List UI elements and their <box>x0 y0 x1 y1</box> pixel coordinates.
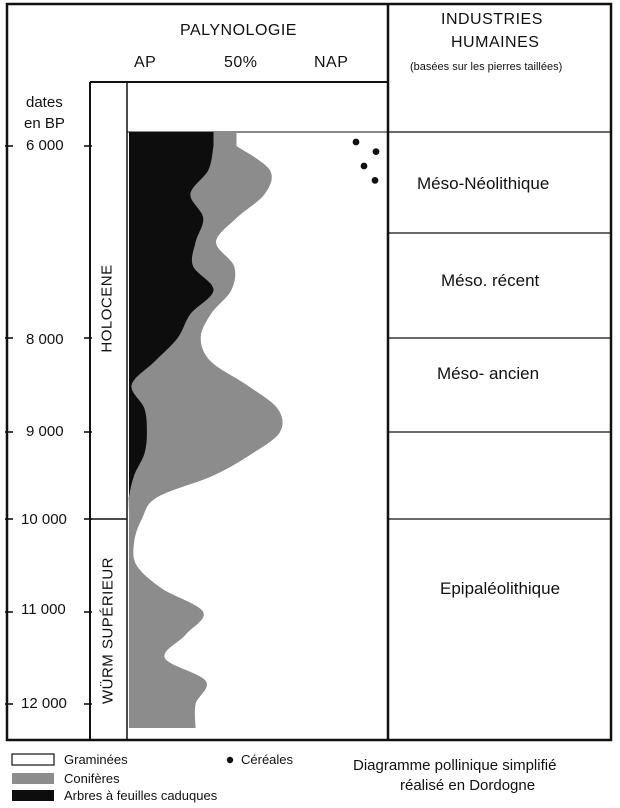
caption-line2: réalisé en Dordogne <box>400 777 536 794</box>
nap-label: NAP <box>314 54 349 71</box>
outer-frame <box>5 2 613 742</box>
tick-label-6000: 6 000 <box>26 137 64 154</box>
legend-swatch-arbres <box>12 790 54 801</box>
area-arbres <box>128 132 214 728</box>
period-wurm: WÜRM SUPÉRIEUR <box>99 557 117 705</box>
industry-meso-neolithique: Méso-Néolithique <box>417 174 550 193</box>
industries-title-line1: INDUSTRIES <box>441 11 543 28</box>
ap-label: AP <box>134 54 157 71</box>
industries-title-line2: HUMAINES <box>451 34 540 51</box>
tick-label-12000: 12 000 <box>21 695 67 712</box>
tick-label-8000: 8 000 <box>26 331 64 348</box>
dates-header-line1: dates <box>26 94 63 111</box>
tick-label-9000: 9 000 <box>26 423 64 440</box>
industry-meso-ancien: Méso- ancien <box>437 364 540 383</box>
cereale-dot <box>352 138 360 146</box>
industries-note: (basées sur les pierres taillées) <box>410 61 563 73</box>
industry-dividers <box>388 131 611 520</box>
legend-label-cereales: Céréales <box>241 752 294 767</box>
cereales-dots <box>352 138 380 184</box>
legend-swatch-coniferes <box>12 773 54 784</box>
tick-label-10000: 10 000 <box>21 511 67 528</box>
period-holocene: HOLOCENE <box>98 264 116 353</box>
cereale-dot <box>372 148 380 156</box>
legend-label-coniferes: Conifères <box>64 771 120 786</box>
cereale-dot <box>371 177 379 184</box>
tick-label-11000: 11 000 <box>21 601 66 618</box>
tick-marks <box>5 145 92 705</box>
dates-header-line2: en BP <box>24 115 65 132</box>
legend-label-graminees: Graminées <box>64 752 128 767</box>
cereale-dot <box>360 162 368 170</box>
legend-swatch-cereales <box>226 756 234 764</box>
industry-epipaleolithique: Epipaléolithique <box>440 579 561 598</box>
palynologie-title: PALYNOLOGIE <box>180 22 297 39</box>
pollen-areas <box>128 132 283 728</box>
legend-label-arbres: Arbres à feuilles caduques <box>64 788 218 803</box>
fifty-percent-label: 50% <box>224 54 258 71</box>
industry-meso-recent: Méso. récent <box>441 271 540 290</box>
caption-line1: Diagramme pollinique simplifié <box>353 757 557 774</box>
legend-swatch-graminees <box>11 753 55 766</box>
